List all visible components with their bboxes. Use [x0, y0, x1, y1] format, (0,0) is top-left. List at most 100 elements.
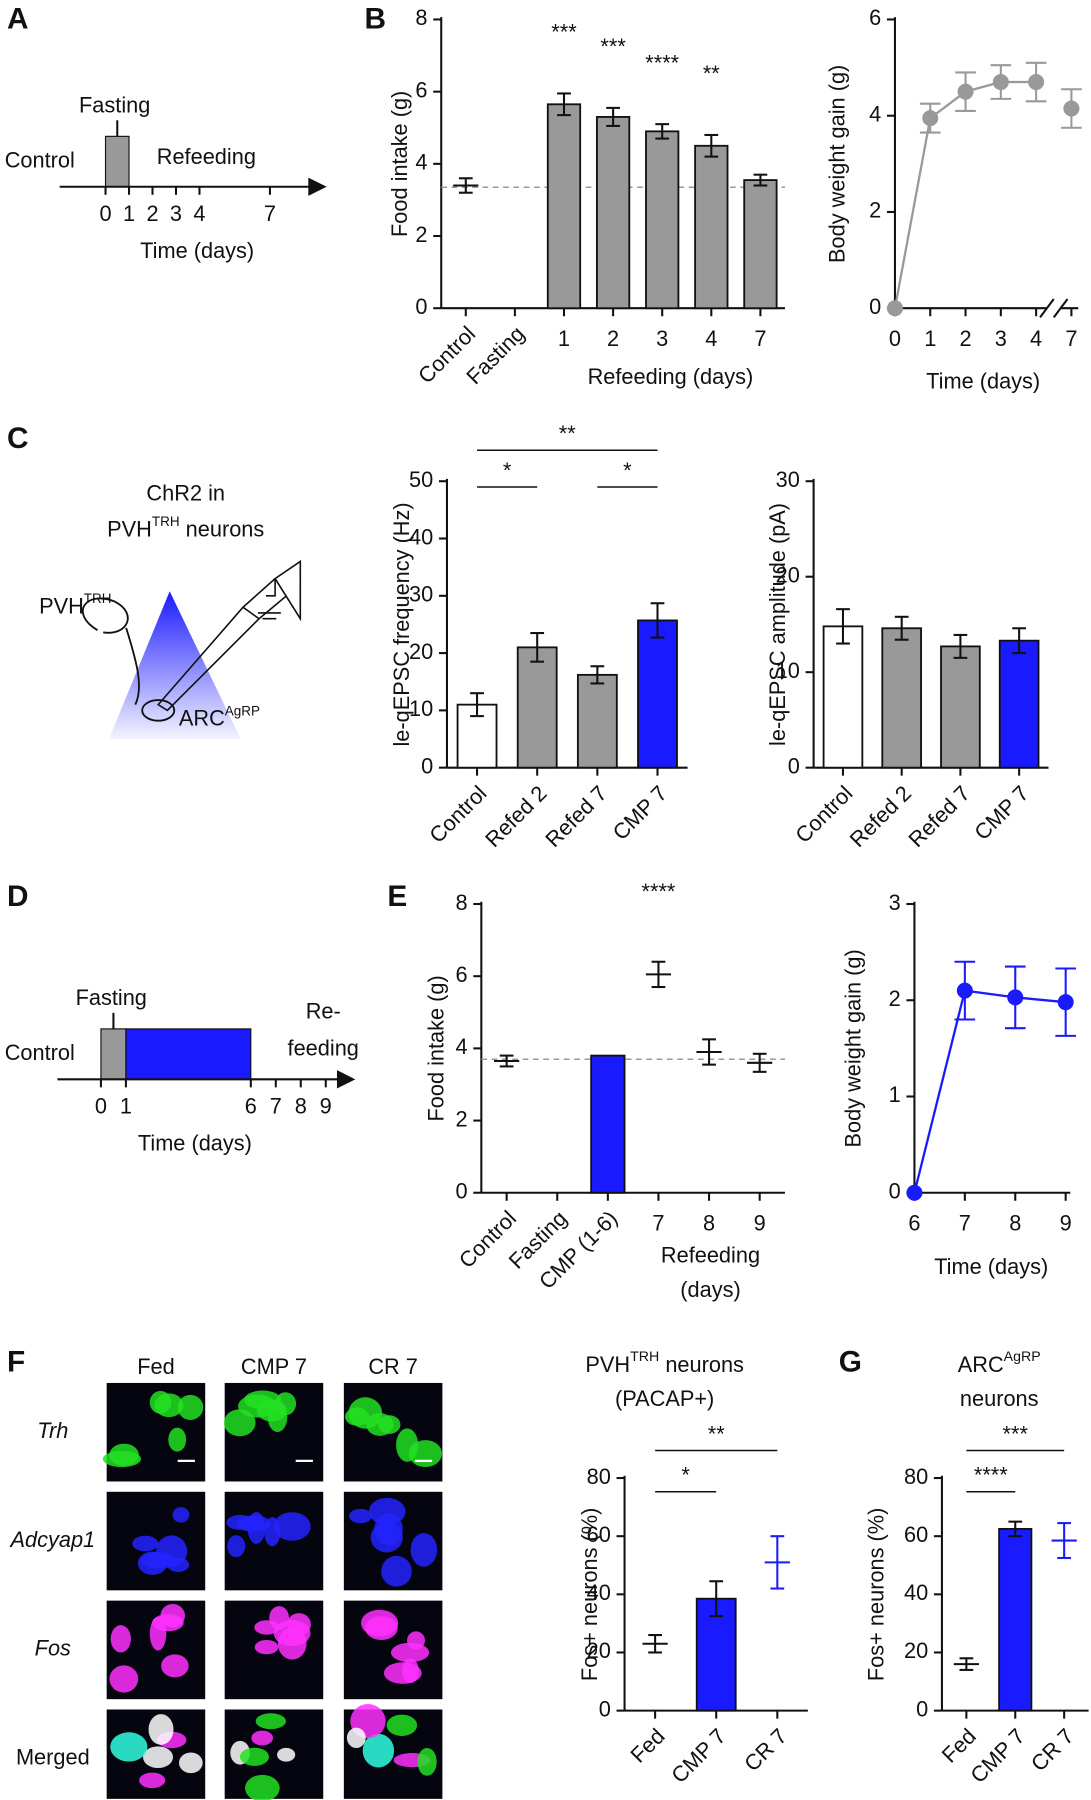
- y-axis-label: Food intake (g): [424, 975, 449, 1121]
- cell-blob: [102, 1450, 142, 1468]
- bar: [743, 179, 778, 310]
- y-axis-label: le-qEPSC amplitude (pA): [765, 503, 790, 746]
- point: [1028, 74, 1045, 91]
- y-tick-label: 4: [415, 150, 427, 175]
- panel-label: C: [7, 422, 29, 455]
- cell-blob: [227, 1535, 246, 1558]
- cell-blob: [378, 1415, 401, 1434]
- cell-blob: [254, 1620, 280, 1635]
- schematic-text-part: AgRP: [225, 703, 260, 718]
- y-tick-label: 20: [409, 639, 433, 664]
- y-tick-label: 10: [409, 696, 433, 721]
- bracket-label: ****: [974, 1463, 1008, 1488]
- point: [886, 300, 903, 317]
- significance: **: [703, 61, 720, 86]
- bar: [998, 639, 1040, 769]
- point: [957, 83, 974, 100]
- cell-blob: [161, 1654, 189, 1678]
- cell-blob: [177, 1394, 204, 1420]
- tick-label: 7: [264, 201, 276, 226]
- phase-label: Refeeding: [157, 144, 256, 169]
- x-tick-label: CR 7: [739, 1723, 792, 1776]
- phase-label: feeding: [288, 1035, 359, 1060]
- point: [922, 110, 939, 127]
- cell-blob: [390, 1642, 430, 1663]
- significance: ****: [642, 879, 676, 904]
- bracket-label: *: [681, 1463, 690, 1488]
- x-tick-label: Control: [424, 781, 491, 848]
- x-tick-label: 6: [908, 1211, 920, 1236]
- phase-label: Control: [5, 1040, 75, 1065]
- y-tick-label: 30: [409, 582, 433, 607]
- y-tick-label: 50: [409, 467, 433, 492]
- x-axis-label: Time (days): [926, 368, 1040, 393]
- cell-blob: [110, 1625, 131, 1653]
- chart-title: ARCAgRP: [958, 1349, 1041, 1377]
- y-tick-label: 20: [776, 562, 800, 587]
- cell-blob: [346, 1727, 366, 1749]
- y-axis-label: Body weight gain (g): [841, 949, 866, 1147]
- x-tick-label: 7: [1065, 326, 1077, 351]
- panel-label: F: [7, 1345, 25, 1378]
- cell-blob: [109, 1665, 139, 1693]
- y-tick-label: 2: [889, 986, 901, 1011]
- column-label: CR 7: [368, 1354, 418, 1379]
- bar: [546, 103, 582, 310]
- significance: ***: [551, 20, 577, 45]
- y-tick-label: 2: [415, 222, 427, 247]
- cell-blob: [277, 1627, 307, 1660]
- chart-title-part: AgRP: [1004, 1349, 1041, 1365]
- tick-label: 8: [295, 1094, 307, 1119]
- x-tick-label: 3: [995, 326, 1007, 351]
- y-tick-label: 80: [904, 1464, 928, 1489]
- axis-label: Time (days): [138, 1130, 252, 1155]
- x-axis-label: (days): [680, 1277, 740, 1302]
- point: [1063, 100, 1080, 117]
- x-axis-label: Time (days): [934, 1254, 1048, 1279]
- axis-break: [1052, 298, 1069, 318]
- bracket-label: *: [623, 458, 632, 483]
- cell-blob: [274, 1392, 297, 1416]
- y-tick-label: 20: [587, 1638, 611, 1663]
- cell-blob: [247, 1511, 266, 1544]
- x-tick-label: CMP 7: [608, 781, 672, 845]
- schematic-text: ARCAgRP: [179, 703, 260, 730]
- bar: [595, 116, 631, 310]
- y-tick-label: 40: [587, 1580, 611, 1605]
- x-tick-label: 8: [1009, 1211, 1021, 1236]
- y-axis-label: Body weight gain (g): [825, 65, 850, 263]
- y-tick-label: 1: [889, 1082, 901, 1107]
- x-tick-label: 9: [754, 1211, 766, 1236]
- tick-label: 0: [95, 1094, 107, 1119]
- cell-blob: [154, 1393, 184, 1418]
- cell-blob: [383, 1662, 422, 1684]
- y-tick-label: 40: [904, 1580, 928, 1605]
- tick-label: 9: [320, 1094, 332, 1119]
- cell: [141, 699, 176, 722]
- cell-blob: [368, 1497, 406, 1526]
- tick-label: 7: [270, 1094, 282, 1119]
- cell-blob: [141, 1551, 177, 1569]
- x-tick-label: 7: [959, 1211, 971, 1236]
- panel-label: A: [7, 2, 29, 35]
- amplifier: [257, 559, 302, 622]
- chart-title: PVHTRH neurons: [585, 1349, 744, 1377]
- axis-label: Time (days): [140, 238, 254, 263]
- panel-label: G: [839, 1345, 862, 1378]
- y-tick-label: 40: [409, 524, 433, 549]
- cell-blob: [251, 1730, 274, 1746]
- x-tick-label: CMP 7: [969, 781, 1033, 845]
- y-tick-label: 0: [415, 294, 427, 319]
- cell-blob: [179, 1752, 203, 1774]
- bar: [516, 646, 558, 769]
- schematic-text-part: PVH: [107, 516, 152, 541]
- y-tick-label: 0: [455, 1178, 467, 1203]
- y-tick-label: 4: [869, 101, 881, 126]
- row-label: Merged: [16, 1745, 90, 1770]
- phase-label: Control: [5, 147, 75, 172]
- point: [956, 982, 973, 999]
- x-tick-label: 7: [754, 326, 766, 351]
- phase-label: Re-: [306, 999, 341, 1024]
- cell-blob: [223, 1409, 256, 1437]
- x-tick-label: CMP 7: [965, 1723, 1029, 1787]
